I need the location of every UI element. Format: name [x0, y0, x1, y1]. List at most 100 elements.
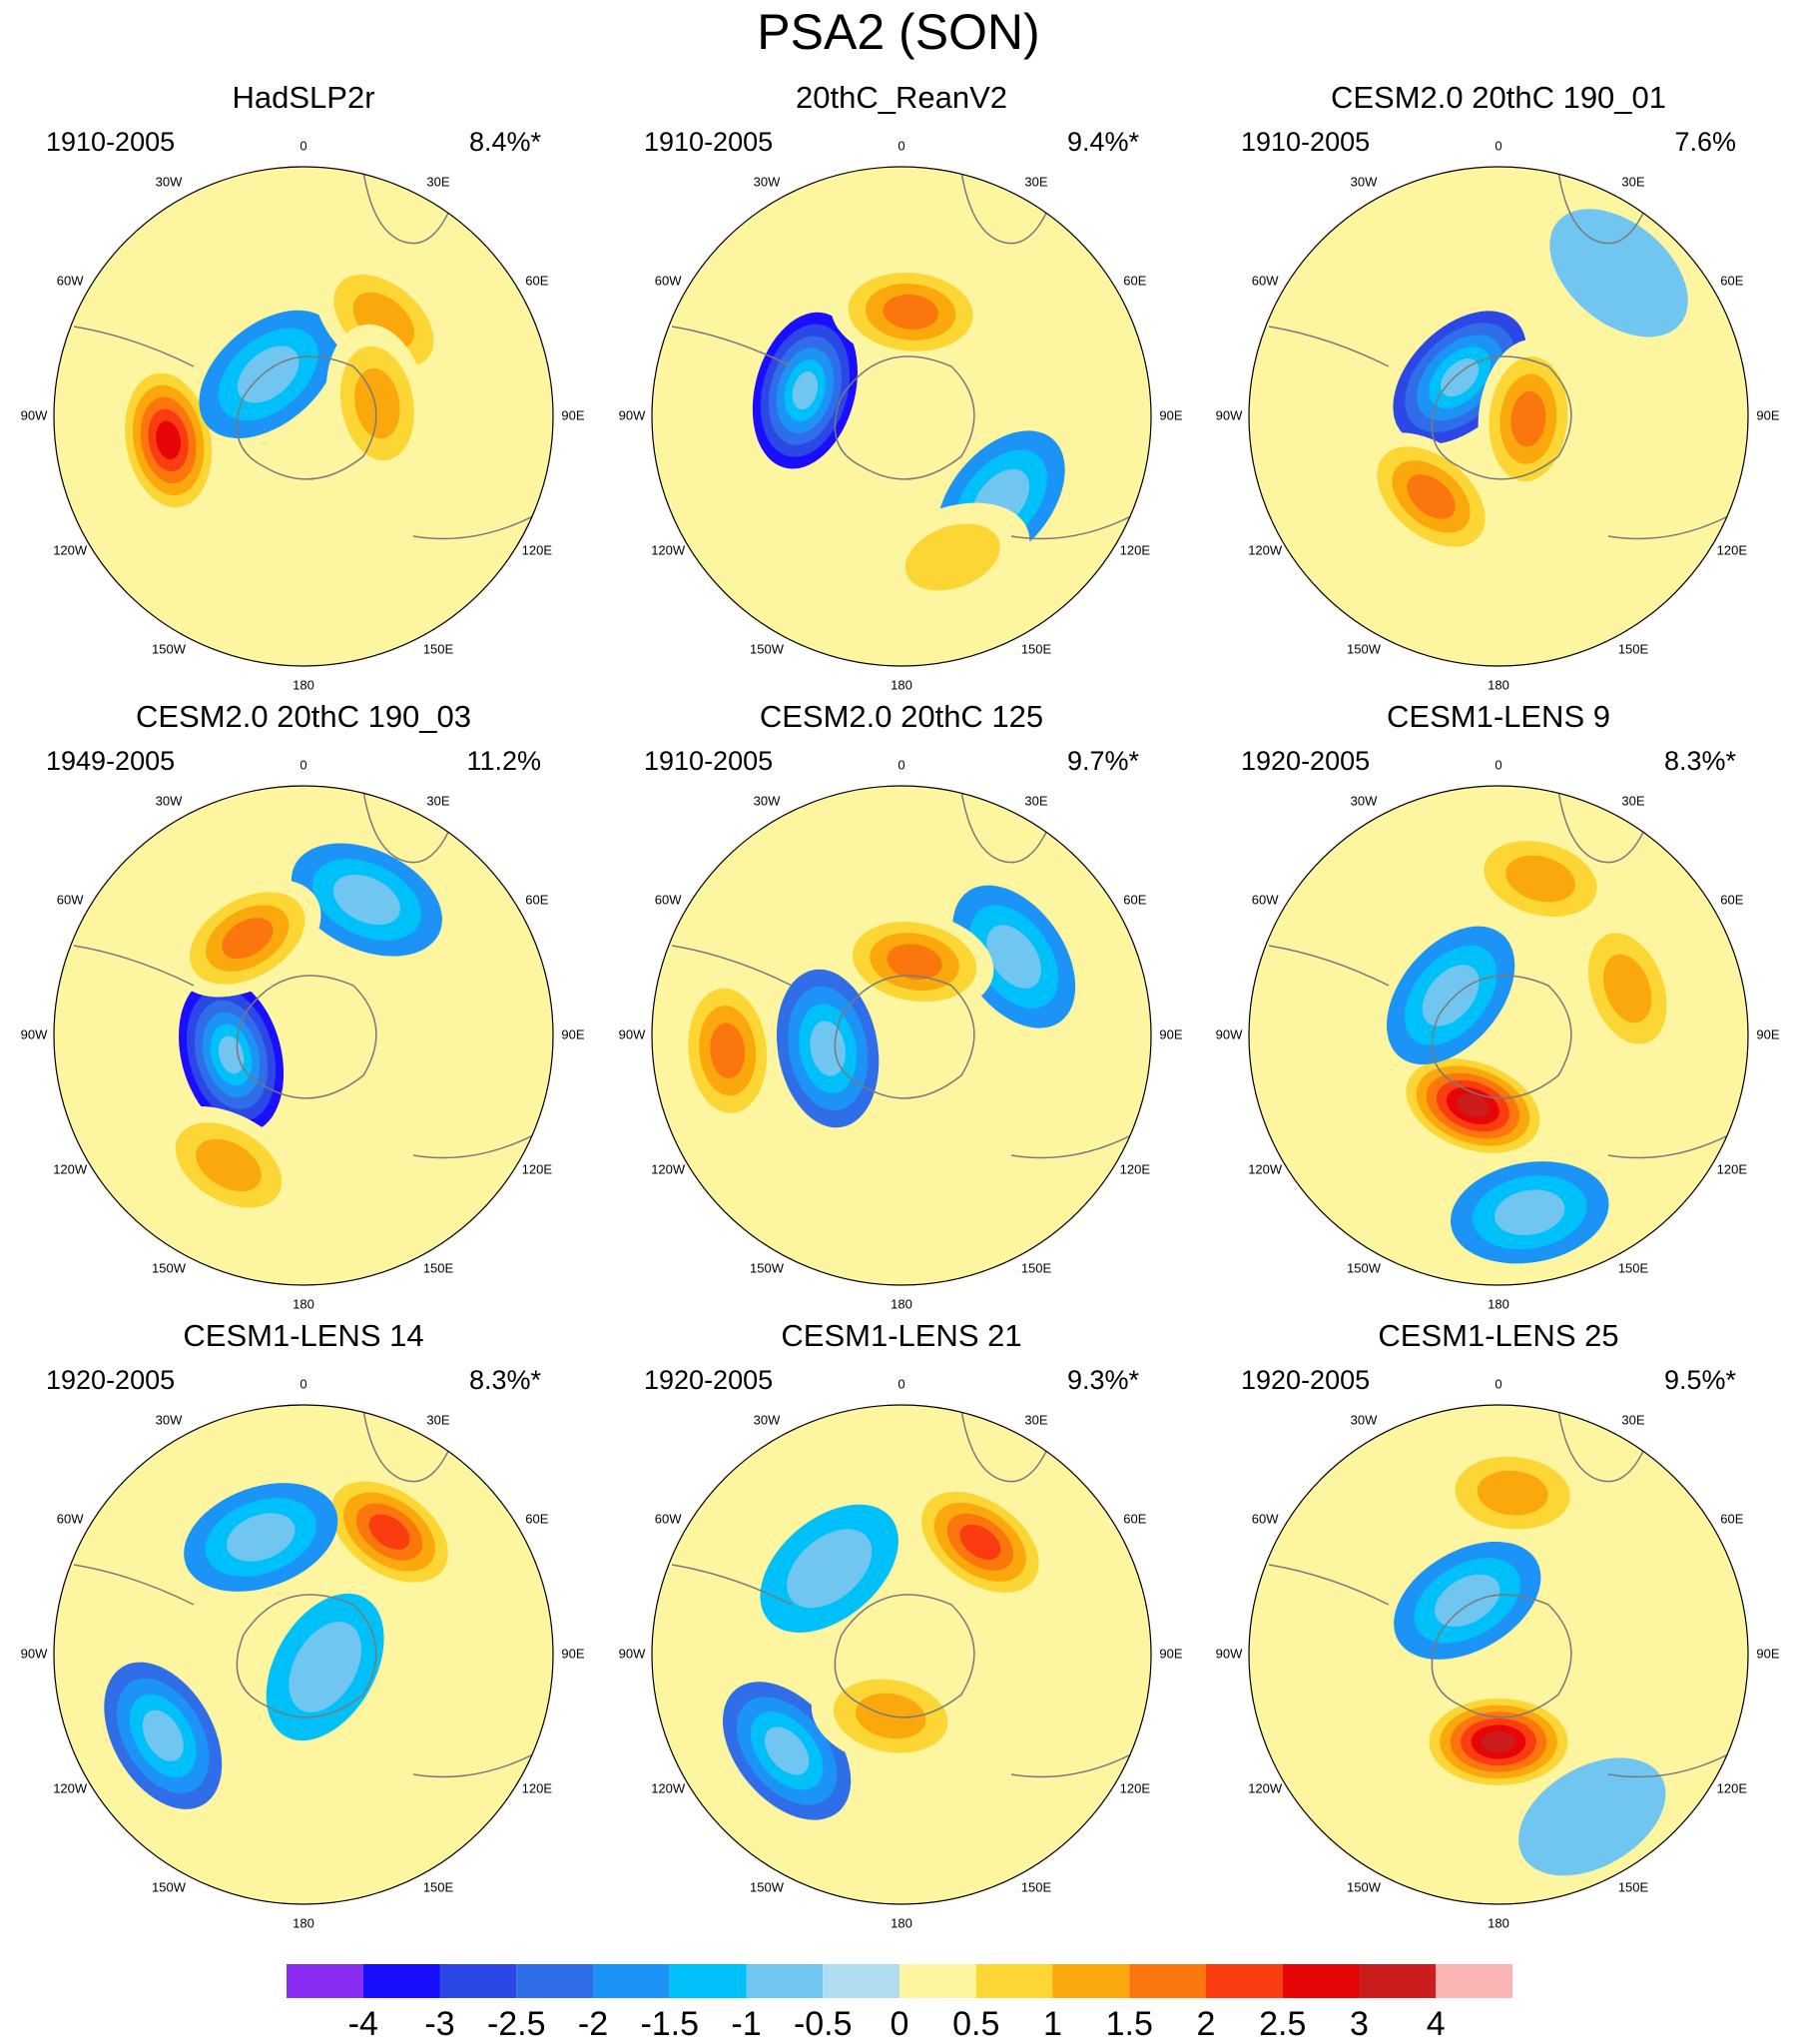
coastline-antarctica	[834, 1594, 975, 1718]
longitude-label: 30E	[1621, 1413, 1644, 1428]
coastline-south-america	[73, 326, 195, 367]
coastline-africa	[960, 790, 1052, 864]
map-panel-7: CESM1-LENS 14 1920-2005 8.3%* 0 30E 60E 90E 120…	[21, 1318, 585, 1930]
map-boundary	[1248, 1404, 1749, 1905]
longitude-label: 30W	[754, 794, 781, 809]
longitude-label: 150E	[423, 641, 454, 656]
longitude-label: 30W	[156, 794, 183, 809]
longitude-label: 180	[293, 1915, 314, 1930]
contour-field	[1249, 786, 1748, 1285]
coastline-antarctica	[236, 975, 377, 1099]
contour-band	[764, 1726, 810, 1775]
colorbar-swatch	[1129, 1964, 1206, 1998]
longitude-label: 120E	[1120, 1161, 1151, 1176]
contour-band	[787, 1529, 873, 1609]
longitude-label: 90E	[561, 1026, 584, 1041]
panel-variance: 8.4%*	[469, 127, 542, 157]
longitude-label: 150W	[152, 1879, 187, 1894]
longitude-label: 90W	[21, 1026, 48, 1041]
panel-title: CESM1-LENS 9	[1387, 699, 1610, 734]
contour-band	[289, 1622, 361, 1712]
longitude-label: 60E	[1123, 273, 1146, 288]
colorbar-swatch	[746, 1964, 824, 1998]
contour-band	[904, 523, 1000, 591]
panel-variance: 11.2%	[466, 746, 541, 776]
map-panel-8: CESM1-LENS 21 1920-2005 9.3%* 0 30E 60E 90E 120…	[619, 1318, 1183, 1930]
contour-band	[792, 371, 819, 410]
map-panel-5: CESM2.0 20thC 125 1910-2005 9.7%* 0 30E 60E 90…	[619, 699, 1183, 1311]
longitude-label: 150W	[750, 1879, 785, 1894]
longitude-label: 60E	[1720, 273, 1743, 288]
longitude-label: 60W	[1252, 273, 1279, 288]
coastline-africa	[960, 1409, 1052, 1483]
longitude-label: 120W	[651, 542, 686, 557]
colorbar-tick-label: -3	[424, 2005, 454, 2043]
contour-band	[986, 925, 1041, 989]
contour-band	[1603, 954, 1652, 1023]
longitude-label: 120E	[1717, 1161, 1748, 1176]
map-panel-2: 20thC_ReanV2 1910-2005 9.4%* 0 30E 60E 90E 120E…	[619, 80, 1183, 692]
contour-band	[1495, 1189, 1565, 1236]
coastline-antarctica	[834, 355, 975, 480]
panel-variance: 8.3%*	[469, 1365, 542, 1395]
longitude-label: 60E	[525, 273, 548, 288]
longitude-label: 0	[898, 1376, 904, 1391]
colorbar-tick-label: 0.5	[952, 2005, 999, 2043]
panel-years: 1920-2005	[46, 1365, 175, 1395]
longitude-label: 150W	[750, 1260, 785, 1275]
longitude-label: 120E	[522, 542, 553, 557]
longitude-label: 120W	[53, 1780, 88, 1795]
longitude-label: 150E	[1021, 641, 1052, 656]
contour-band	[1435, 1574, 1500, 1628]
contour-band	[332, 874, 400, 926]
longitude-label: 60E	[1720, 892, 1743, 907]
longitude-label: 180	[1488, 1296, 1509, 1311]
colorbar-tick-label: 1.5	[1106, 2005, 1153, 2043]
longitude-label: 90E	[561, 1646, 584, 1661]
panel-title: CESM2.0 20thC 190_03	[136, 699, 471, 734]
colorbar-swatch	[1206, 1964, 1283, 1998]
longitude-label: 120E	[1717, 1780, 1748, 1795]
coastline-antarctica	[236, 1594, 377, 1718]
contour-field	[652, 1405, 1151, 1904]
longitude-label: 60W	[655, 1511, 682, 1526]
panel-title: 20thC_ReanV2	[796, 80, 1007, 115]
longitude-label: 180	[293, 677, 314, 692]
coastline-australia	[412, 1753, 534, 1778]
longitude-label: 60W	[57, 1511, 84, 1526]
coastline-africa	[362, 1409, 454, 1483]
panel-years: 1920-2005	[644, 1365, 773, 1395]
longitude-label: 60E	[525, 1511, 548, 1526]
contour-band	[237, 345, 300, 403]
longitude-label: 30E	[1024, 1413, 1047, 1428]
longitude-label: 0	[1495, 138, 1501, 153]
colorbar-tick-label: -1	[731, 2005, 761, 2043]
contour-band	[196, 1138, 262, 1192]
longitude-label: 60E	[1123, 1511, 1146, 1526]
contour-band	[1477, 1470, 1548, 1516]
map-panel-3: CESM2.0 20thC 190_01 1910-2005 7.6% 0 30E 60E…	[1216, 80, 1780, 692]
coastline-australia	[1607, 1134, 1729, 1159]
longitude-label: 180	[1488, 677, 1509, 692]
contour-band	[1505, 855, 1575, 903]
colorbar-tick-label: -2	[578, 2005, 608, 2043]
longitude-label: 60E	[1123, 892, 1146, 907]
coastline-antarctica	[1431, 355, 1572, 480]
longitude-label: 90E	[1159, 1026, 1182, 1041]
map-boundary	[53, 1404, 554, 1905]
longitude-label: 60W	[1252, 892, 1279, 907]
longitude-label: 60W	[57, 892, 84, 907]
panel-variance: 9.3%*	[1067, 1365, 1140, 1395]
panel-title: CESM1-LENS 21	[781, 1318, 1021, 1353]
longitude-label: 90W	[619, 407, 646, 422]
longitude-label: 150E	[1618, 1260, 1649, 1275]
longitude-label: 30W	[1351, 1413, 1378, 1428]
colorbar-swatch	[593, 1964, 670, 1998]
longitude-label: 120E	[1120, 1780, 1151, 1795]
longitude-label: 150W	[1347, 1879, 1382, 1894]
longitude-label: 180	[293, 1296, 314, 1311]
longitude-label: 90E	[1159, 1646, 1182, 1661]
panel-variance: 9.7%*	[1067, 746, 1140, 776]
longitude-label: 150E	[423, 1260, 454, 1275]
contour-band	[354, 367, 400, 439]
